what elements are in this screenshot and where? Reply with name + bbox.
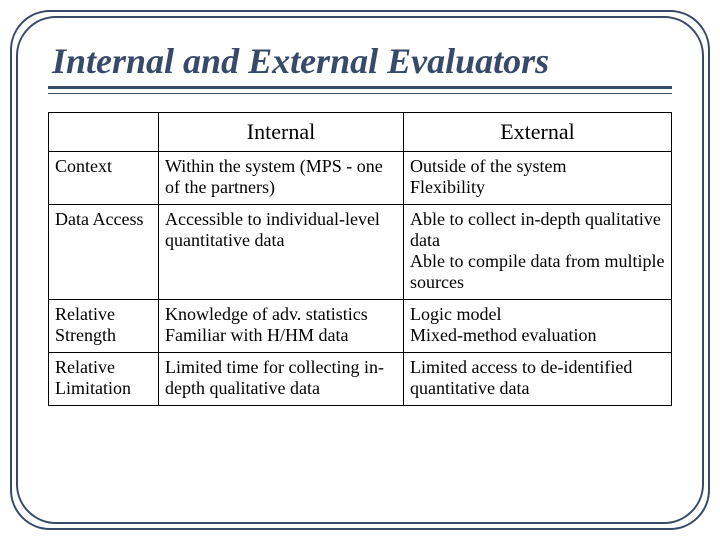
cell-context-internal: Within the system (MPS - one of the part… <box>159 152 404 205</box>
row-label-context: Context <box>49 152 159 205</box>
header-external: External <box>404 113 672 152</box>
header-empty <box>49 113 159 152</box>
header-internal: Internal <box>159 113 404 152</box>
title-underline <box>48 86 672 94</box>
table-row: Relative Limitation Limited time for col… <box>49 353 672 406</box>
evaluators-table: Internal External Context Within the sys… <box>48 112 672 406</box>
cell-data-access-internal: Accessible to individual-level quantitat… <box>159 205 404 300</box>
cell-data-access-external: Able to collect in-depth qualitative dat… <box>404 205 672 300</box>
page-title: Internal and External Evaluators <box>48 40 672 82</box>
cell-context-external: Outside of the systemFlexibility <box>404 152 672 205</box>
table-row: Context Within the system (MPS - one of … <box>49 152 672 205</box>
slide-content: Internal and External Evaluators Interna… <box>48 40 672 500</box>
row-label-data-access: Data Access <box>49 205 159 300</box>
row-label-relative-limitation: Relative Limitation <box>49 353 159 406</box>
table-row: Relative Strength Knowledge of adv. stat… <box>49 300 672 353</box>
cell-relative-limitation-internal: Limited time for collecting in-depth qua… <box>159 353 404 406</box>
table-row: Data Access Accessible to individual-lev… <box>49 205 672 300</box>
cell-relative-limitation-external: Limited access to de-identified quantita… <box>404 353 672 406</box>
cell-relative-strength-external: Logic modelMixed-method evaluation <box>404 300 672 353</box>
row-label-relative-strength: Relative Strength <box>49 300 159 353</box>
cell-relative-strength-internal: Knowledge of adv. statisticsFamiliar wit… <box>159 300 404 353</box>
table-header-row: Internal External <box>49 113 672 152</box>
